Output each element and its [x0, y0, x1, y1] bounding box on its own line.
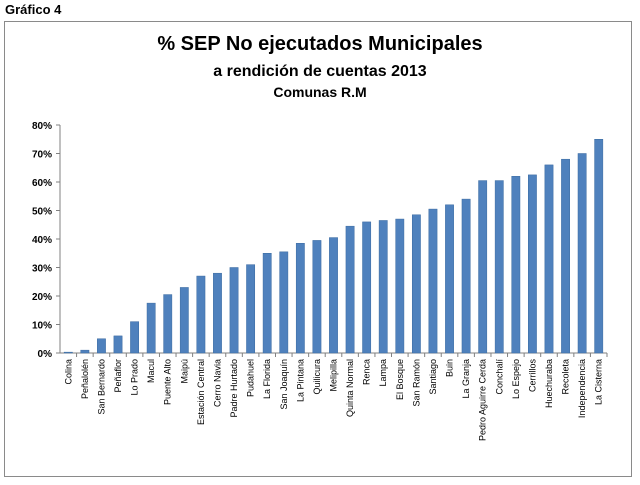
- x-tick-label: Recoleta: [561, 359, 571, 395]
- bar: [345, 225, 355, 354]
- x-tick-label: San Ramón: [411, 359, 421, 407]
- x-tick-label: Independencia: [577, 359, 587, 418]
- x-tick-label: San Bernardo: [96, 359, 106, 415]
- bar: [378, 220, 388, 354]
- bar: [163, 294, 173, 354]
- bar: [478, 180, 488, 354]
- bar: [544, 164, 554, 354]
- bar: [130, 321, 139, 354]
- y-tick-label: 0%: [38, 349, 53, 360]
- x-tick-label: Pudahuel: [246, 359, 256, 397]
- y-tick-label: 40%: [32, 235, 52, 246]
- x-tick-label: Lo Prado: [130, 359, 140, 396]
- y-tick-label: 80%: [32, 121, 52, 132]
- x-tick-label: Lampa: [378, 359, 388, 387]
- x-tick-label: Peñaflor: [113, 359, 123, 393]
- bar: [229, 267, 239, 354]
- x-tick-label: Padre Hurtado: [229, 359, 239, 418]
- x-tick-label: Maipú: [179, 359, 189, 384]
- y-tick-label: 50%: [32, 207, 52, 218]
- y-tick-label: 10%: [32, 321, 52, 332]
- x-tick-label: Renca: [362, 359, 372, 385]
- bar: [246, 264, 256, 354]
- x-tick-label: La Florida: [262, 359, 272, 399]
- bar: [179, 287, 189, 354]
- x-tick-label: Colina: [63, 359, 73, 385]
- bar: [80, 349, 90, 354]
- x-tick-label: La Granja: [461, 359, 471, 399]
- x-tick-label: Buin: [445, 359, 455, 377]
- chart-title: % SEP No ejecutados Municipales: [157, 33, 483, 55]
- bar: [428, 208, 438, 354]
- x-tick-label: San Joaquín: [279, 359, 289, 410]
- x-tick-label: Quilicura: [312, 359, 322, 395]
- bar: [445, 204, 454, 354]
- chart-subtitle-2: Comunas R.M: [273, 84, 367, 100]
- bar: [196, 275, 206, 354]
- figure-label: Gráfico 4: [5, 2, 62, 17]
- bar: [146, 302, 156, 354]
- bar: [113, 335, 123, 354]
- bar: [511, 176, 521, 354]
- x-tick-label: Peñalolén: [80, 359, 90, 399]
- y-tick-label: 70%: [32, 150, 52, 161]
- bar: [594, 139, 604, 354]
- x-tick-label: Santiago: [428, 359, 438, 395]
- bar: [411, 214, 421, 354]
- bar: [329, 237, 338, 354]
- y-tick-label: 30%: [32, 264, 52, 275]
- bar: [461, 198, 471, 354]
- bar: [262, 253, 272, 354]
- x-tick-label: Cerro Navia: [212, 359, 222, 407]
- x-tick-label: Lo Espejo: [511, 359, 521, 399]
- x-tick-label: Huechuraba: [544, 359, 554, 408]
- chart-subtitle: a rendición de cuentas 2013: [213, 63, 427, 80]
- bar: [362, 221, 372, 354]
- bar: [97, 338, 106, 354]
- x-tick-label: Quinta Normal: [345, 359, 355, 417]
- x-tick-label: La Pintana: [295, 359, 305, 402]
- bar: [63, 351, 73, 354]
- bar: [312, 240, 322, 354]
- x-tick-label: Puente Alto: [163, 359, 173, 405]
- x-tick-label: Estación Central: [196, 359, 206, 425]
- bar: [561, 158, 570, 354]
- bar: [295, 243, 305, 354]
- x-tick-label: Macul: [146, 359, 156, 383]
- x-tick-label: Conchalí: [494, 359, 504, 395]
- bar: [494, 180, 504, 354]
- x-tick-label: Pedro Aguirre Cerda: [478, 359, 488, 441]
- bar: [577, 153, 587, 354]
- x-tick-label: Cerrillos: [527, 359, 537, 393]
- bar: [395, 218, 405, 354]
- y-tick-label: 60%: [32, 178, 52, 189]
- x-tick-label: Melipilla: [329, 359, 339, 392]
- x-tick-label: El Bosque: [395, 359, 405, 400]
- x-tick-label: La Cisterna: [594, 359, 604, 405]
- bar: [213, 272, 222, 354]
- bar: [528, 174, 537, 354]
- y-tick-label: 20%: [32, 292, 52, 303]
- bar: [279, 251, 289, 354]
